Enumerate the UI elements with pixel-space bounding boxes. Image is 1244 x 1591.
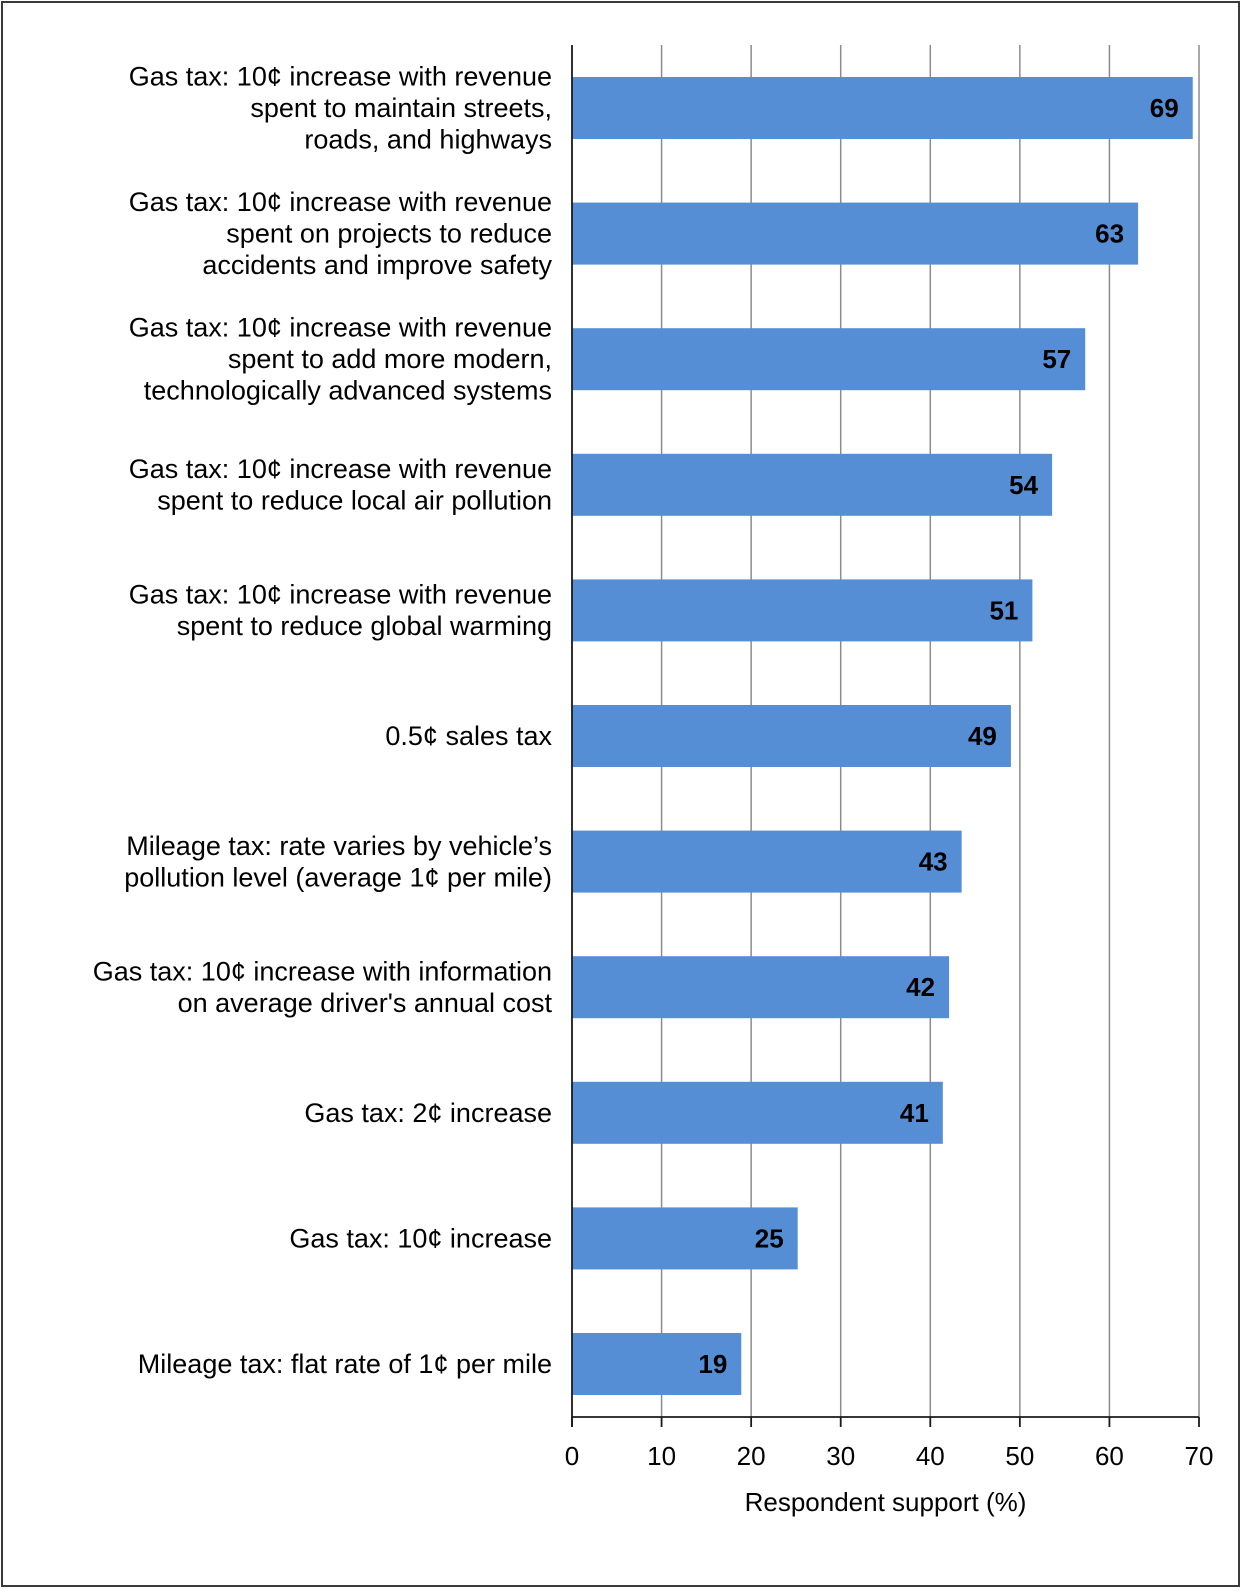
data-label: 69	[1150, 93, 1179, 123]
bar	[572, 1081, 943, 1144]
bar	[572, 705, 1011, 767]
category-label: Gas tax: 10¢ increase with revenue spent …	[129, 313, 552, 406]
x-tick-label: 50	[1005, 1441, 1034, 1471]
x-axis-title: Respondent support (%)	[745, 1487, 1027, 1517]
bar	[572, 579, 1033, 642]
x-tick-label: 20	[737, 1441, 766, 1471]
category-label: 0.5¢ sales tax	[385, 721, 552, 751]
data-label: 63	[1095, 219, 1124, 249]
x-tick-label: 10	[647, 1441, 676, 1471]
data-label: 57	[1042, 344, 1071, 374]
category-label: Gas tax: 10¢ increase with revenue spent …	[129, 454, 552, 516]
data-label: 19	[698, 1349, 727, 1379]
data-label: 49	[968, 721, 997, 751]
bar	[572, 1333, 742, 1395]
category-label: Mileage tax: flat rate of 1¢ per mile	[138, 1349, 552, 1379]
data-label: 43	[919, 847, 948, 877]
category-label: Mileage tax: rate varies by vehicle’s pol…	[124, 831, 552, 893]
bar	[572, 328, 1086, 391]
data-label: 41	[900, 1098, 929, 1128]
x-tick-label: 0	[565, 1441, 579, 1471]
data-label: 51	[989, 595, 1018, 625]
gridlines	[660, 45, 1200, 1417]
category-label: Gas tax: 10¢ increase	[289, 1223, 552, 1253]
x-tick-label: 70	[1185, 1441, 1214, 1471]
bar	[572, 77, 1193, 139]
category-label: Gas tax: 10¢ increase with revenue spent …	[129, 187, 553, 280]
x-tick-label: 40	[916, 1441, 945, 1471]
data-label: 25	[755, 1223, 784, 1253]
bar	[572, 202, 1139, 265]
category-label: Gas tax: 10¢ increase with information on…	[93, 956, 553, 1018]
bar	[572, 453, 1053, 516]
bar	[572, 1207, 798, 1270]
x-tick-label: 60	[1095, 1441, 1124, 1471]
category-labels: Gas tax: 10¢ increase with revenue spent …	[93, 62, 553, 1380]
x-axis: 0 10 20 30 40 50 60 70	[565, 45, 1214, 1471]
data-label: 54	[1009, 470, 1038, 500]
bars: 69 63 57 54 51 49 43 42 41 25 19	[572, 77, 1193, 1395]
category-label: Gas tax: 2¢ increase	[304, 1098, 552, 1128]
category-label: Gas tax: 10¢ increase with revenue spent …	[129, 62, 552, 155]
x-tick-label: 30	[826, 1441, 855, 1471]
bar	[572, 956, 950, 1019]
category-label: Gas tax: 10¢ increase with revenue spent …	[129, 580, 552, 642]
bar	[572, 830, 962, 893]
data-label: 42	[906, 972, 935, 1002]
